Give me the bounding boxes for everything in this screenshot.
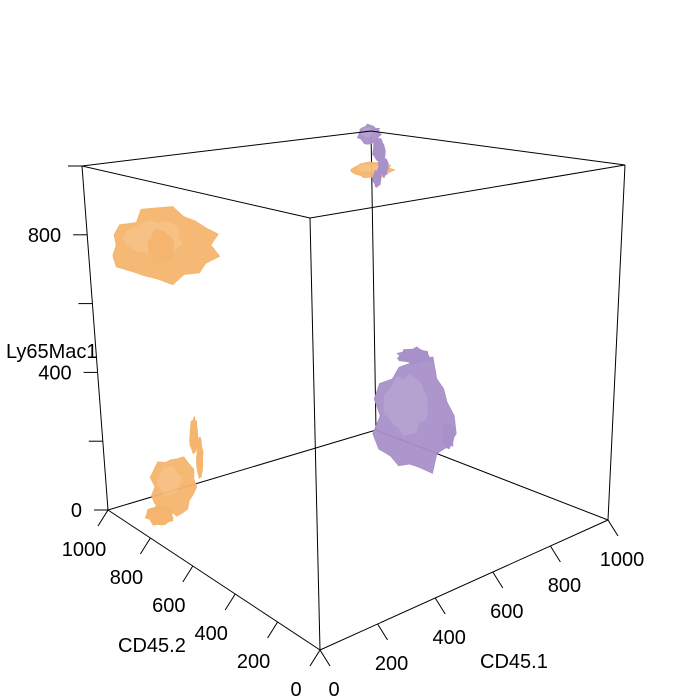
box-edge bbox=[81, 165, 109, 511]
cluster-blob-lobe bbox=[196, 436, 204, 479]
z-axis-tick-label: 400 bbox=[38, 362, 71, 384]
z-axis-tick-label: 800 bbox=[28, 225, 61, 247]
cluster-blob-highlight bbox=[357, 164, 381, 173]
x-axis-tick bbox=[434, 597, 446, 615]
y-axis-tick-label: 0 bbox=[290, 679, 301, 700]
box-edge bbox=[107, 429, 377, 511]
cluster-blob-lobe bbox=[189, 416, 199, 455]
box-edge bbox=[81, 165, 311, 219]
box-edge bbox=[370, 130, 626, 166]
cluster-blob-lobe bbox=[372, 168, 382, 188]
y-axis-tick-label: 200 bbox=[237, 651, 270, 673]
cluster-blob-highlight bbox=[360, 127, 374, 138]
y-axis-tick bbox=[139, 537, 151, 555]
cluster-blob bbox=[112, 206, 221, 286]
x-axis-tick bbox=[319, 649, 331, 667]
y-axis-tick bbox=[182, 565, 194, 583]
x-axis-tick bbox=[607, 519, 619, 537]
x-axis-tick bbox=[492, 571, 504, 589]
y-axis-tick-label: 600 bbox=[152, 595, 185, 617]
box-edge bbox=[309, 164, 626, 219]
x-axis-tick-label: 0 bbox=[328, 679, 339, 700]
cluster-blob-lobe bbox=[147, 229, 175, 267]
y-axis-tick bbox=[97, 509, 109, 527]
z-axis-label: Ly65Mac1 bbox=[6, 341, 98, 363]
y-axis-tick bbox=[267, 621, 279, 639]
box-edge bbox=[309, 217, 321, 651]
z-axis-tick-label: 0 bbox=[71, 500, 82, 522]
cluster-blob-lobe bbox=[396, 346, 430, 365]
box-edge bbox=[319, 519, 609, 651]
axis-labels: CD45.1 CD45.2 Ly65Mac1 bbox=[6, 341, 548, 673]
box-edge bbox=[370, 130, 377, 431]
axis-ticks: 0200400600800100002004006008001000040080… bbox=[28, 165, 645, 700]
cluster-blob-body bbox=[372, 356, 457, 474]
y-axis-tick bbox=[224, 593, 236, 611]
cluster-blob-body bbox=[149, 456, 198, 517]
cluster-blob bbox=[372, 346, 457, 474]
y-axis-tick-label: 1000 bbox=[62, 539, 107, 561]
x-axis-tick-label: 600 bbox=[490, 601, 523, 623]
cluster-blob-highlight bbox=[383, 374, 428, 436]
cluster-blob bbox=[356, 123, 389, 188]
y-axis-tick bbox=[309, 649, 321, 667]
x-axis-tick bbox=[549, 545, 561, 563]
cluster-blob bbox=[144, 416, 204, 526]
box-edge bbox=[607, 164, 626, 521]
x-axis-tick-label: 200 bbox=[375, 653, 408, 675]
cluster-blob-lobe bbox=[144, 503, 174, 526]
x-axis-tick bbox=[377, 623, 389, 641]
x-axis-tick-label: 800 bbox=[548, 575, 581, 597]
cluster-blob-highlight bbox=[157, 466, 183, 497]
clusters bbox=[112, 123, 457, 526]
bounding-box-front bbox=[81, 130, 626, 651]
y-axis-tick-label: 400 bbox=[195, 623, 228, 645]
x-axis-tick-label: 400 bbox=[433, 627, 466, 649]
x-axis-label: CD45.1 bbox=[480, 651, 548, 673]
y-axis-label: CD45.2 bbox=[118, 635, 186, 657]
x-axis-tick-label: 1000 bbox=[600, 549, 645, 571]
box-edge bbox=[107, 509, 321, 651]
box-edge bbox=[81, 130, 372, 167]
y-axis-tick-label: 800 bbox=[110, 567, 143, 589]
cluster-blob-lobe bbox=[441, 422, 455, 450]
